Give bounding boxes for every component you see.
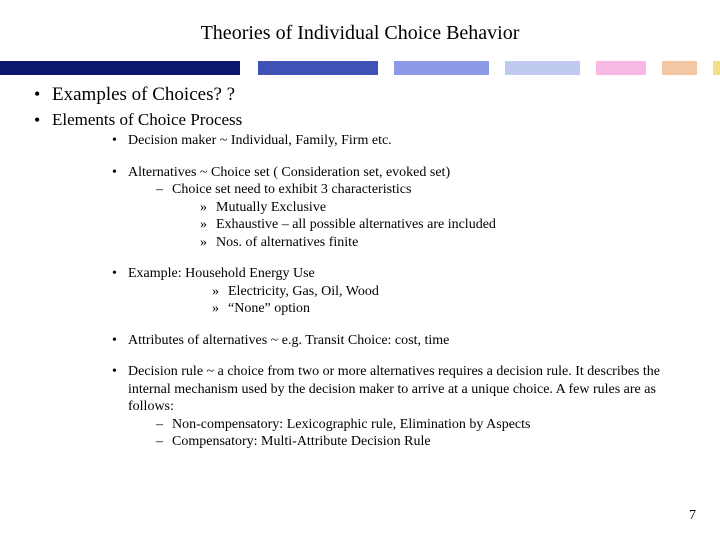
top-item-elements-text: Elements of Choice Process (52, 110, 242, 129)
bullet-attributes: Attributes of alternatives ~ e.g. Transi… (112, 332, 690, 350)
stripe-seg-3 (505, 61, 580, 75)
bullet-example-energy: Example: Household Energy Use Electricit… (112, 265, 690, 318)
bullet-decision-maker-text: Decision maker ~ Individual, Family, Fir… (128, 133, 392, 148)
arrow-exhaustive: Exhaustive – all possible alternatives a… (200, 216, 690, 234)
bullet-attributes-text: Attributes of alternatives ~ e.g. Transi… (128, 333, 449, 348)
stripe-seg-2 (394, 61, 489, 75)
dash-noncompensatory-text: Non-compensatory: Lexicographic rule, El… (172, 417, 530, 432)
slide-title: Theories of Individual Choice Behavior (0, 0, 720, 55)
arrow-none-option: “None” option (212, 300, 690, 318)
arrow-finite: Nos. of alternatives finite (200, 234, 690, 252)
characteristics-arrow-list: Mutually Exclusive Exhaustive – all poss… (200, 199, 690, 252)
content-area: Examples of Choices? ? Elements of Choic… (0, 75, 720, 451)
energy-arrow-list: Electricity, Gas, Oil, Wood “None” optio… (212, 283, 690, 318)
arrow-energy-sources: Electricity, Gas, Oil, Wood (212, 283, 690, 301)
arrow-finite-text: Nos. of alternatives finite (216, 235, 358, 250)
dash-noncompensatory: Non-compensatory: Lexicographic rule, El… (156, 416, 690, 434)
bullet-decision-rule-text: Decision rule ~ a choice from two or mor… (128, 364, 660, 414)
top-item-elements: Elements of Choice Process Decision make… (30, 109, 690, 451)
decision-rule-dash-list: Non-compensatory: Lexicographic rule, El… (156, 416, 690, 451)
dash-characteristics-text: Choice set need to exhibit 3 characteris… (172, 182, 411, 197)
accent-stripe (0, 61, 720, 75)
arrow-mutually-exclusive-text: Mutually Exclusive (216, 200, 326, 215)
arrow-exhaustive-text: Exhaustive – all possible alternatives a… (216, 217, 496, 232)
dash-compensatory-text: Compensatory: Multi-Attribute Decision R… (172, 434, 431, 449)
alternatives-dash-list: Choice set need to exhibit 3 characteris… (156, 181, 690, 251)
top-level-list: Examples of Choices? ? Elements of Choic… (30, 83, 690, 451)
stripe-seg-0 (0, 61, 240, 75)
stripe-seg-6 (713, 61, 720, 75)
arrow-energy-sources-text: Electricity, Gas, Oil, Wood (228, 284, 379, 299)
top-item-examples-text: Examples of Choices? ? (52, 84, 235, 105)
stripe-seg-4 (596, 61, 646, 75)
page-number: 7 (689, 508, 696, 524)
elements-sublist: Decision maker ~ Individual, Family, Fir… (112, 132, 690, 451)
bullet-decision-rule: Decision rule ~ a choice from two or mor… (112, 363, 690, 451)
bullet-example-energy-text: Example: Household Energy Use (128, 266, 315, 281)
dash-compensatory: Compensatory: Multi-Attribute Decision R… (156, 433, 690, 451)
dash-characteristics: Choice set need to exhibit 3 characteris… (156, 181, 690, 251)
bullet-alternatives-text: Alternatives ~ Choice set ( Consideratio… (128, 165, 450, 180)
arrow-mutually-exclusive: Mutually Exclusive (200, 199, 690, 217)
stripe-seg-5 (662, 61, 697, 75)
bullet-decision-maker: Decision maker ~ Individual, Family, Fir… (112, 132, 690, 150)
arrow-none-option-text: “None” option (228, 301, 310, 316)
bullet-alternatives: Alternatives ~ Choice set ( Consideratio… (112, 164, 690, 252)
stripe-seg-1 (258, 61, 378, 75)
top-item-examples: Examples of Choices? ? (30, 83, 690, 107)
slide: Theories of Individual Choice Behavior E… (0, 0, 720, 540)
